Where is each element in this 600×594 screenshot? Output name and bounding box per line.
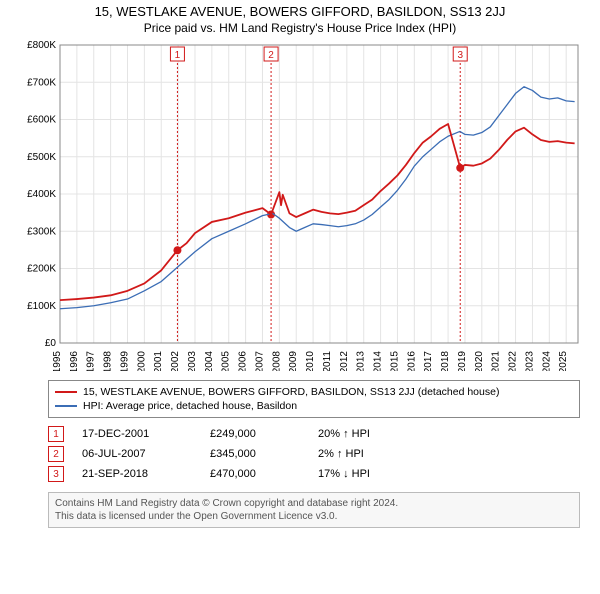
svg-text:2007: 2007: [254, 351, 265, 371]
footer-line-2: This data is licensed under the Open Gov…: [55, 510, 573, 523]
sale-delta: 17% ↓ HPI: [318, 468, 438, 480]
page-subtitle: Price paid vs. HM Land Registry's House …: [0, 21, 600, 35]
svg-text:£0: £0: [45, 338, 57, 349]
sales-row: 3 21-SEP-2018 £470,000 17% ↓ HPI: [48, 464, 580, 484]
svg-text:2016: 2016: [406, 351, 417, 371]
footer-attribution: Contains HM Land Registry data © Crown c…: [48, 492, 580, 528]
svg-text:£500K: £500K: [27, 152, 56, 163]
svg-text:2005: 2005: [221, 351, 232, 371]
sales-table: 1 17-DEC-2001 £249,000 20% ↑ HPI 2 06-JUL-200…: [48, 424, 580, 484]
svg-text:£200K: £200K: [27, 264, 56, 275]
svg-text:2009: 2009: [288, 351, 299, 371]
svg-text:2024: 2024: [541, 351, 552, 371]
sale-marker-icon: 1: [48, 426, 64, 442]
sale-marker-icon: 2: [48, 446, 64, 462]
svg-text:1997: 1997: [86, 351, 97, 371]
sale-price: £470,000: [210, 468, 300, 480]
sale-date: 17-DEC-2001: [82, 428, 192, 440]
svg-text:2008: 2008: [271, 351, 282, 371]
sale-marker-icon: 3: [48, 466, 64, 482]
svg-text:2018: 2018: [440, 351, 451, 371]
svg-text:2002: 2002: [170, 351, 181, 371]
sale-date: 06-JUL-2007: [82, 448, 192, 460]
svg-text:2015: 2015: [389, 351, 400, 371]
chart-container: £0 £100K £200K £300K £400K £500K £600K £700K £80…: [12, 41, 588, 374]
svg-text:2014: 2014: [373, 351, 384, 371]
svg-text:1: 1: [175, 50, 181, 61]
svg-text:2020: 2020: [474, 351, 485, 371]
sale-date: 21-SEP-2018: [82, 468, 192, 480]
svg-text:2021: 2021: [491, 351, 502, 371]
svg-text:1996: 1996: [69, 351, 80, 371]
svg-text:2017: 2017: [423, 351, 434, 371]
legend: 15, WESTLAKE AVENUE, BOWERS GIFFORD, BAS…: [48, 380, 580, 418]
legend-label-property: 15, WESTLAKE AVENUE, BOWERS GIFFORD, BAS…: [83, 385, 499, 399]
svg-text:£700K: £700K: [27, 77, 56, 88]
svg-text:2000: 2000: [136, 351, 147, 371]
svg-text:£300K: £300K: [27, 226, 56, 237]
svg-text:2025: 2025: [558, 351, 569, 371]
svg-text:2012: 2012: [339, 351, 350, 371]
sale-delta: 2% ↑ HPI: [318, 448, 438, 460]
page-title: 15, WESTLAKE AVENUE, BOWERS GIFFORD, BAS…: [0, 4, 600, 19]
sale-price: £345,000: [210, 448, 300, 460]
svg-text:2010: 2010: [305, 351, 316, 371]
svg-text:2003: 2003: [187, 351, 198, 371]
svg-text:1999: 1999: [119, 351, 130, 371]
legend-row-hpi: HPI: Average price, detached house, Basi…: [55, 399, 573, 413]
legend-swatch-hpi: [55, 405, 77, 407]
svg-text:2: 2: [268, 50, 274, 61]
svg-text:£600K: £600K: [27, 115, 56, 126]
svg-text:2013: 2013: [356, 351, 367, 371]
sales-row: 1 17-DEC-2001 £249,000 20% ↑ HPI: [48, 424, 580, 444]
price-chart: £0 £100K £200K £300K £400K £500K £600K £700K £80…: [12, 41, 588, 371]
sale-delta: 20% ↑ HPI: [318, 428, 438, 440]
svg-text:2011: 2011: [322, 351, 333, 371]
sale-price: £249,000: [210, 428, 300, 440]
footer-line-1: Contains HM Land Registry data © Crown c…: [55, 497, 573, 510]
legend-swatch-property: [55, 391, 77, 393]
svg-text:1998: 1998: [103, 351, 114, 371]
svg-text:1995: 1995: [52, 351, 63, 371]
svg-text:2001: 2001: [153, 351, 164, 371]
legend-row-property: 15, WESTLAKE AVENUE, BOWERS GIFFORD, BAS…: [55, 385, 573, 399]
svg-text:£800K: £800K: [27, 41, 56, 51]
svg-text:2004: 2004: [204, 351, 215, 371]
svg-text:2023: 2023: [524, 351, 535, 371]
svg-text:2006: 2006: [238, 351, 249, 371]
svg-text:£100K: £100K: [27, 301, 56, 312]
sales-row: 2 06-JUL-2007 £345,000 2% ↑ HPI: [48, 444, 580, 464]
svg-text:3: 3: [457, 50, 463, 61]
svg-text:£400K: £400K: [27, 189, 56, 200]
legend-label-hpi: HPI: Average price, detached house, Basi…: [83, 399, 297, 413]
svg-text:2022: 2022: [508, 351, 519, 371]
svg-text:2019: 2019: [457, 351, 468, 371]
